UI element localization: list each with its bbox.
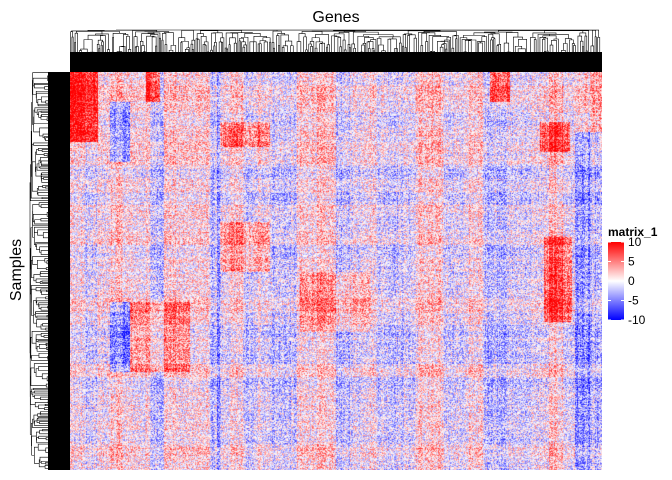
legend-color-bar xyxy=(608,242,624,320)
color-legend: matrix_1 10 5 0 -5 -10 xyxy=(608,225,658,327)
column-dendrogram-leaf-band xyxy=(70,52,602,72)
legend-tick-label: -5 xyxy=(628,294,639,308)
legend-tick-label: 5 xyxy=(628,255,635,269)
legend-tick-label: -10 xyxy=(628,313,646,327)
legend-tick-label: 10 xyxy=(628,235,642,249)
legend-tick-label: 0 xyxy=(628,274,635,288)
heatmap-matrix xyxy=(70,72,602,470)
legend-title: matrix_1 xyxy=(608,225,658,239)
row-dendrogram xyxy=(29,72,70,470)
heatmap-body xyxy=(70,72,602,470)
column-dendrogram xyxy=(70,29,602,72)
row-dendrogram-leaf-band xyxy=(48,72,70,470)
row-title: Samples xyxy=(8,239,25,301)
legend-ticks: 10 5 0 -5 -10 xyxy=(608,235,646,327)
column-title: Genes xyxy=(312,9,359,26)
